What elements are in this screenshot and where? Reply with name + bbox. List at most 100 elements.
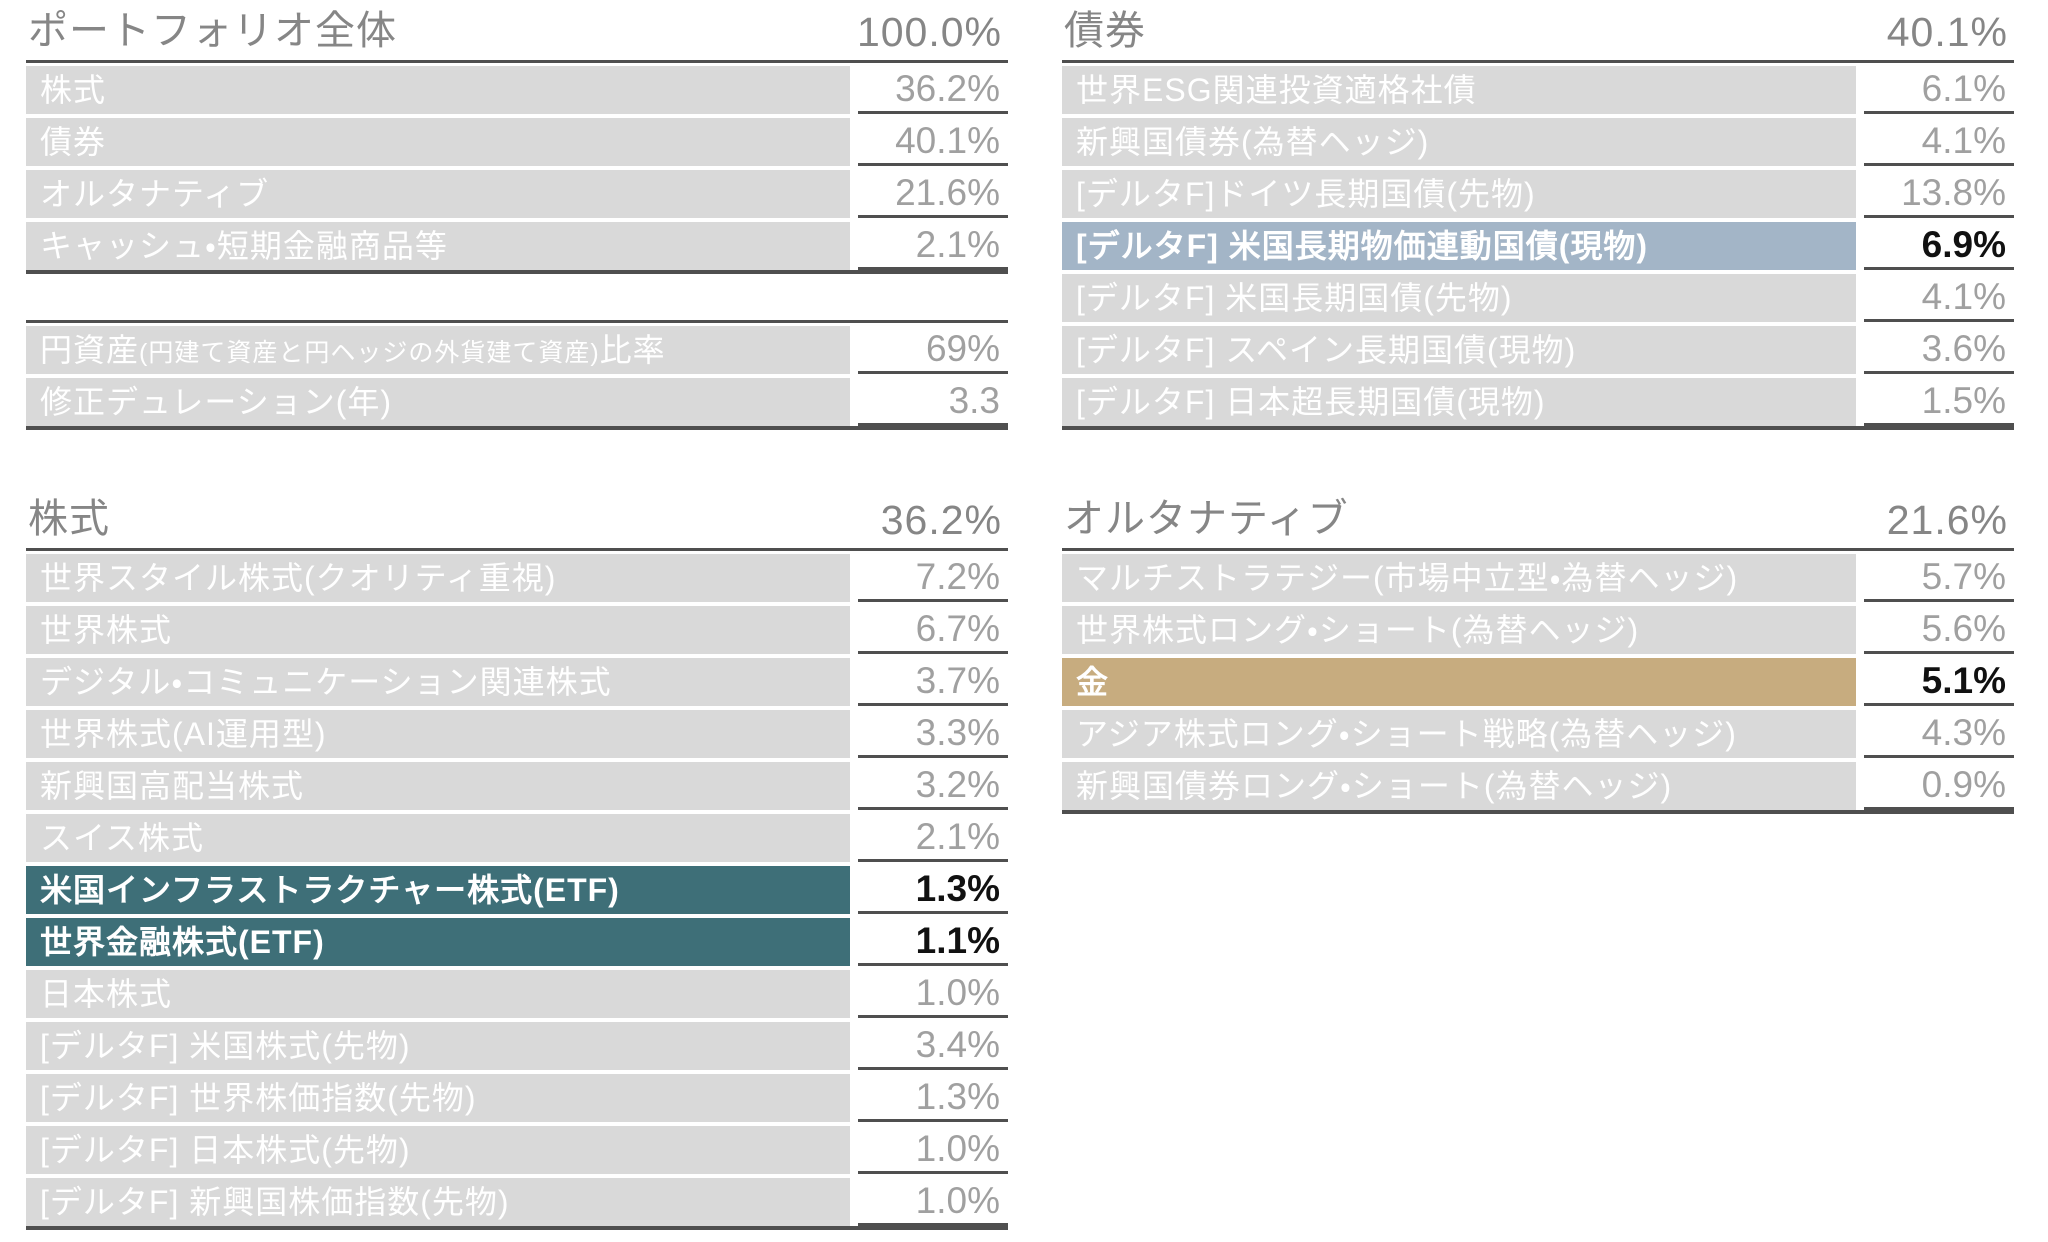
table-rows: 世界ESG関連投資適格社債 6.1% 新興国債券(為替ヘッジ) 4.1% [デルタF]ド…	[1062, 66, 2014, 430]
table-title: オルタナティブ	[1064, 497, 1349, 541]
row-value: 1.1%	[858, 918, 1008, 966]
table-total: 36.2%	[880, 497, 1002, 543]
table-row: 金 5.1%	[1062, 658, 2014, 706]
alternatives-table: オルタナティブ 21.6% マルチストラテジー(市場中立型・為替ヘッジ) 5.7% 世界…	[1062, 494, 2014, 814]
row-label: 世界金融株式(ETF)	[26, 918, 850, 966]
row-label-suffix: 比率	[599, 332, 666, 368]
row-value: 21.6%	[858, 170, 1008, 218]
row-label: 世界株式(AI運用型)	[26, 710, 850, 758]
table-rows: 株式 36.2% 債券 40.1% オルタナティブ 21.6% キャッシュ・短期金融商品等 2…	[26, 66, 1008, 274]
row-label: [デルタF] スペイン長期国債(現物)	[1062, 326, 1856, 374]
table-row: [デルタF] 世界株価指数(先物) 1.3%	[26, 1074, 1008, 1122]
row-value: 1.0%	[858, 1178, 1008, 1226]
row-label: デジタル・コミュニケーション関連株式	[26, 658, 850, 706]
table-row: [デルタF] 新興国株価指数(先物) 1.0%	[26, 1178, 1008, 1226]
row-label: 世界スタイル株式(クオリティ重視)	[26, 554, 850, 602]
row-value: 13.8%	[1864, 170, 2014, 218]
row-value: 6.7%	[858, 606, 1008, 654]
row-label-note: (円建て資産と円ヘッジの外貨建て資産)	[139, 339, 600, 367]
row-value: 5.6%	[1864, 606, 2014, 654]
table-rows: マルチストラテジー(市場中立型・為替ヘッジ) 5.7% 世界株式ロング・ショート(為…	[1062, 554, 2014, 814]
row-value: 3.4%	[858, 1022, 1008, 1070]
table-row: マルチストラテジー(市場中立型・為替ヘッジ) 5.7%	[1062, 554, 2014, 602]
row-label: 世界株式	[26, 606, 850, 654]
row-value: 1.5%	[1864, 378, 2014, 426]
row-label-main: 円資産	[40, 332, 140, 368]
row-label: [デルタF] 新興国株価指数(先物)	[26, 1178, 850, 1226]
table-rows: 円資産(円建て資産と円ヘッジの外貨建て資産)比率 69% 修正デュレーション(年) 3…	[26, 326, 1008, 430]
row-label: [デルタF] 米国長期国債(先物)	[1062, 274, 1856, 322]
row-value: 6.1%	[1864, 66, 2014, 114]
table-row: 米国インフラストラクチャー株式(ETF) 1.3%	[26, 866, 1008, 914]
row-label: 日本株式	[26, 970, 850, 1018]
table-row: [デルタF] 米国長期国債(先物) 4.1%	[1062, 274, 2014, 322]
table-total: 40.1%	[1886, 9, 2008, 55]
table-row: [デルタF] 米国長期物価連動国債(現物) 6.9%	[1062, 222, 2014, 270]
table-row: 新興国債券ロング・ショート(為替ヘッジ) 0.9%	[1062, 762, 2014, 810]
row-label: 米国インフラストラクチャー株式(ETF)	[26, 866, 850, 914]
row-value: 6.9%	[1864, 222, 2014, 270]
row-label: 新興国債券ロング・ショート(為替ヘッジ)	[1062, 762, 1856, 810]
table-row: オルタナティブ 21.6%	[26, 170, 1008, 218]
row-value: 1.0%	[858, 1126, 1008, 1174]
table-row: 世界ESG関連投資適格社債 6.1%	[1062, 66, 2014, 114]
table-row: 新興国債券(為替ヘッジ) 4.1%	[1062, 118, 2014, 166]
row-value: 3.2%	[858, 762, 1008, 810]
table-row: キャッシュ・短期金融商品等 2.1%	[26, 222, 1008, 270]
table-title: ポートフォリオ全体	[28, 9, 397, 53]
row-value: 1.3%	[858, 1074, 1008, 1122]
table-header: ポートフォリオ全体 100.0%	[26, 6, 1008, 63]
row-label: スイス株式	[26, 814, 850, 862]
table-rows: 世界スタイル株式(クオリティ重視) 7.2% 世界株式 6.7% デジタル・コミュニケー…	[26, 554, 1008, 1230]
table-row: 新興国高配当株式 3.2%	[26, 762, 1008, 810]
row-label: 債券	[26, 118, 850, 166]
row-value: 4.1%	[1864, 118, 2014, 166]
row-value: 3.3%	[858, 710, 1008, 758]
row-label: 金	[1062, 658, 1856, 706]
row-value: 2.1%	[858, 814, 1008, 862]
row-label: 円資産(円建て資産と円ヘッジの外貨建て資産)比率	[26, 326, 850, 374]
table-row: 株式 36.2%	[26, 66, 1008, 114]
equity-table: 株式 36.2% 世界スタイル株式(クオリティ重視) 7.2% 世界株式 6.7% デジタル…	[26, 494, 1008, 1230]
table-row: 世界株式 6.7%	[26, 606, 1008, 654]
table-row: 修正デュレーション(年) 3.3	[26, 378, 1008, 426]
row-label: オルタナティブ	[26, 170, 850, 218]
table-title: 債券	[1064, 9, 1146, 53]
table-row: 日本株式 1.0%	[26, 970, 1008, 1018]
table-header: 債券 40.1%	[1062, 6, 2014, 63]
table-header: オルタナティブ 21.6%	[1062, 494, 2014, 551]
table-row: デジタル・コミュニケーション関連株式 3.7%	[26, 658, 1008, 706]
row-label: キャッシュ・短期金融商品等	[26, 222, 850, 270]
table-row: 円資産(円建て資産と円ヘッジの外貨建て資産)比率 69%	[26, 326, 1008, 374]
table-row: 債券 40.1%	[26, 118, 1008, 166]
row-value: 3.6%	[1864, 326, 2014, 374]
table-row: [デルタF]ドイツ長期国債(先物) 13.8%	[1062, 170, 2014, 218]
table-title: 株式	[28, 497, 110, 541]
table-row: 世界金融株式(ETF) 1.1%	[26, 918, 1008, 966]
table-header: 株式 36.2%	[26, 494, 1008, 551]
row-value: 2.1%	[858, 222, 1008, 270]
row-label: 世界株式ロング・ショート(為替ヘッジ)	[1062, 606, 1856, 654]
row-label: 新興国債券(為替ヘッジ)	[1062, 118, 1856, 166]
portfolio-total-table: ポートフォリオ全体 100.0% 株式 36.2% 債券 40.1% オルタナティブ 21.6…	[26, 6, 1008, 274]
table-row: 世界スタイル株式(クオリティ重視) 7.2%	[26, 554, 1008, 602]
table-total: 21.6%	[1886, 497, 2008, 543]
row-value: 3.3	[858, 378, 1008, 426]
row-label: アジア株式ロング・ショート戦略(為替ヘッジ)	[1062, 710, 1856, 758]
row-value: 5.1%	[1864, 658, 2014, 706]
row-value: 4.1%	[1864, 274, 2014, 322]
metrics-table: 円資産(円建て資産と円ヘッジの外貨建て資産)比率 69% 修正デュレーション(年) 3…	[26, 320, 1008, 430]
row-value: 0.9%	[1864, 762, 2014, 810]
table-row: [デルタF] 日本株式(先物) 1.0%	[26, 1126, 1008, 1174]
row-value: 1.3%	[858, 866, 1008, 914]
row-label: [デルタF] 米国長期物価連動国債(現物)	[1062, 222, 1856, 270]
row-label: [デルタF] 世界株価指数(先物)	[26, 1074, 850, 1122]
table-row: 世界株式(AI運用型) 3.3%	[26, 710, 1008, 758]
table-row: 世界株式ロング・ショート(為替ヘッジ) 5.6%	[1062, 606, 2014, 654]
table-total: 100.0%	[856, 9, 1002, 55]
table-row: [デルタF] 米国株式(先物) 3.4%	[26, 1022, 1008, 1070]
row-label: [デルタF]ドイツ長期国債(先物)	[1062, 170, 1856, 218]
table-row: [デルタF] スペイン長期国債(現物) 3.6%	[1062, 326, 2014, 374]
row-label: [デルタF] 日本株式(先物)	[26, 1126, 850, 1174]
